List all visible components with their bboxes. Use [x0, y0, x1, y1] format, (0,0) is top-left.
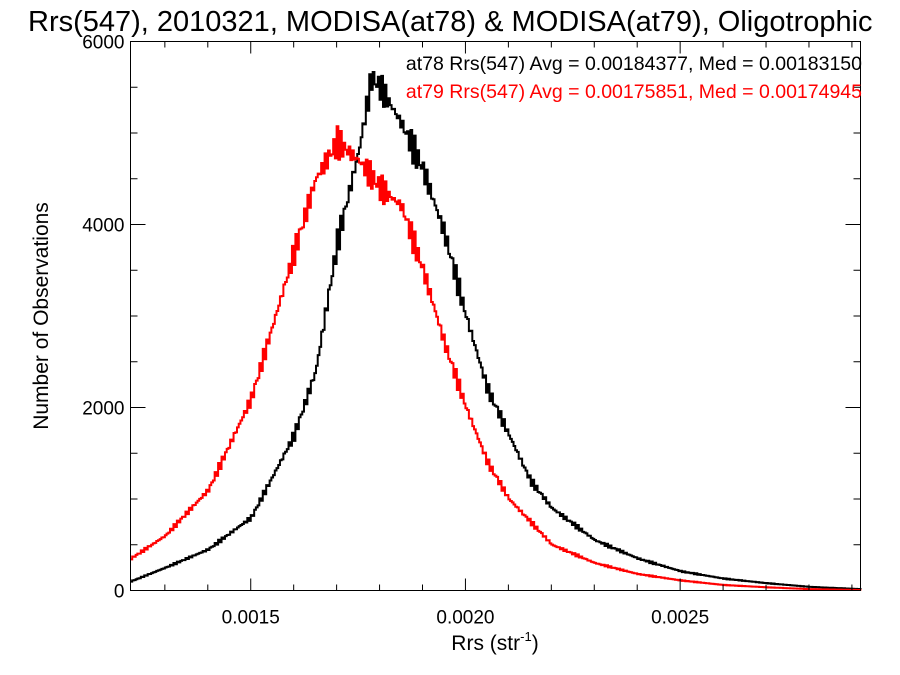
series-line-at78: [130, 70, 862, 591]
x-tick-label: 0.0015: [222, 608, 280, 629]
series-line-at79: [130, 125, 862, 591]
y-axis-label: Number of Observations: [30, 202, 53, 430]
x-axis-label: Rrs (str-1): [451, 629, 538, 655]
y-tick-label: 6000: [82, 33, 124, 54]
y-tick-label: 2000: [82, 399, 124, 420]
x-axis-label-suffix: ): [532, 632, 539, 655]
ticks-layer: 0.0015 0.0020 0.0025 0 2000 4000 6000: [82, 33, 861, 629]
plot-frame: [130, 41, 861, 591]
chart-title: Rrs(547), 2010321, MODISA(at78) & MODISA…: [28, 6, 873, 38]
legend-entry-at78: at78 Rrs(547) Avg = 0.00184377, Med = 0.…: [406, 53, 862, 75]
y-tick-label: 4000: [82, 216, 124, 237]
series-layer: [130, 70, 862, 591]
x-tick-label: 0.0025: [651, 608, 709, 629]
legend-entry-at79: at79 Rrs(547) Avg = 0.00175851, Med = 0.…: [406, 81, 862, 103]
x-axis-label-superscript: -1: [520, 629, 532, 644]
x-axis-label-main: Rrs (str: [451, 632, 520, 655]
y-tick-label: 0: [114, 582, 125, 603]
x-tick-label: 0.0020: [436, 608, 494, 629]
